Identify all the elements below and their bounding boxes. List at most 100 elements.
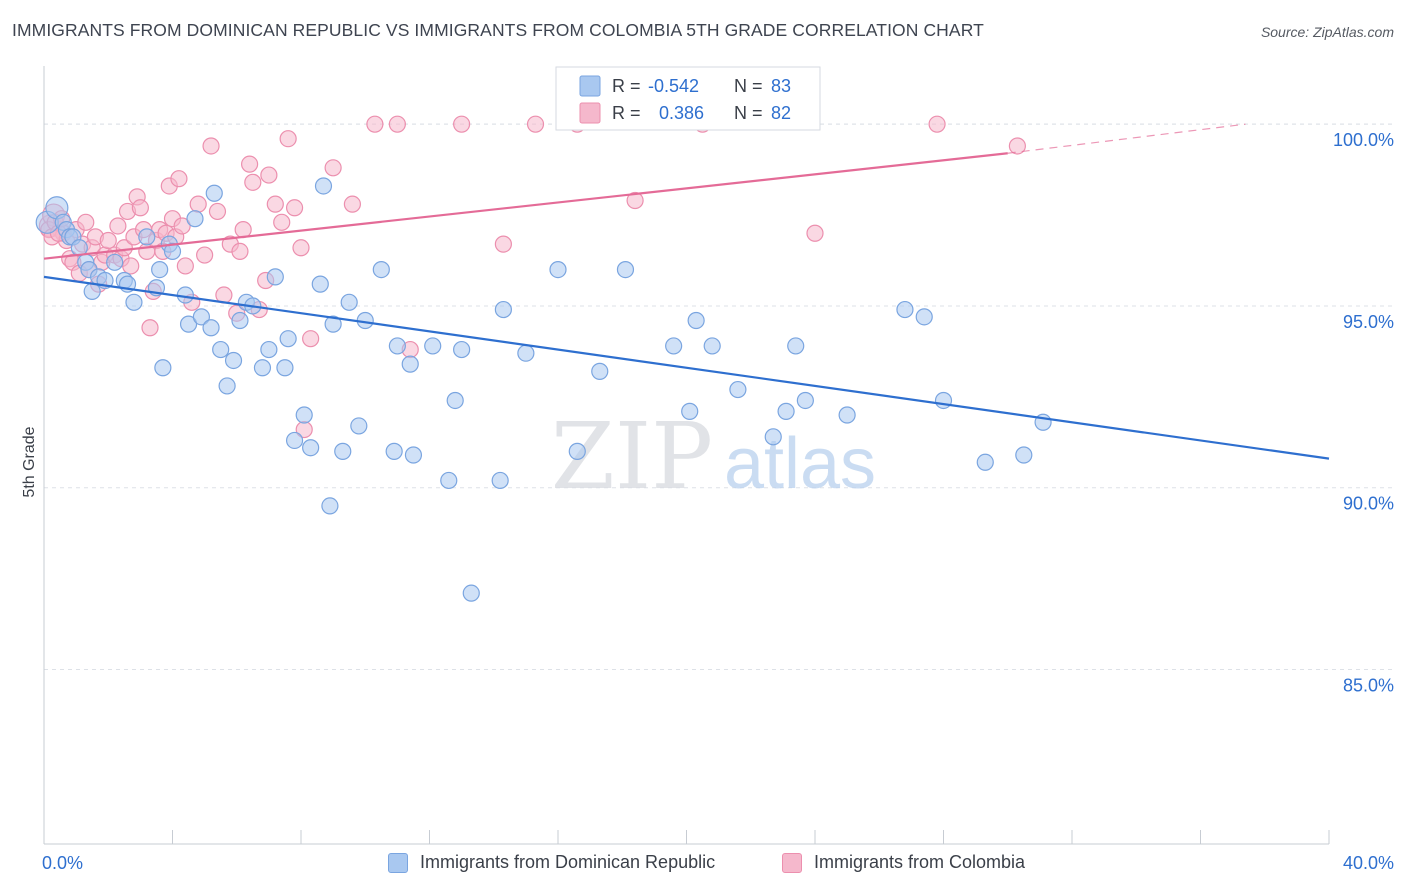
point-dominican <box>350 417 368 435</box>
point-colombia <box>453 115 471 133</box>
point-dominican <box>260 340 278 359</box>
legend-item-colombia[interactable]: Immigrants from Colombia <box>782 852 1025 873</box>
point-dominican <box>549 260 567 279</box>
point-dominican <box>279 330 297 348</box>
point-colombia <box>173 217 191 235</box>
point-colombia <box>285 199 304 217</box>
point-dominican <box>311 275 329 293</box>
point-dominican <box>453 340 471 359</box>
point-dominican <box>218 377 236 395</box>
x-tick-label-max: 40.0% <box>1343 853 1394 873</box>
point-dominican <box>324 315 342 333</box>
legend-r-value-2: 0.386 <box>659 103 704 123</box>
point-dominican <box>125 293 143 311</box>
point-dominican <box>703 337 721 355</box>
point-dominican <box>687 311 705 330</box>
point-dominican <box>796 391 814 410</box>
point-colombia <box>806 224 824 242</box>
point-dominican <box>446 391 464 410</box>
y-tick-labels: 85.0% 90.0% 95.0% 100.0% <box>1333 130 1394 695</box>
point-colombia <box>241 155 259 173</box>
y-axis-title: 5th Grade <box>21 426 38 497</box>
legend-n-label-2: N = <box>734 103 763 123</box>
point-dominican <box>83 282 101 301</box>
point-dominican <box>163 242 182 261</box>
point-dominican <box>424 337 442 355</box>
point-dominican <box>462 584 480 602</box>
point-dominican <box>787 337 805 355</box>
point-dominican <box>212 340 230 359</box>
grid-layer <box>44 123 1394 670</box>
point-dominican <box>340 293 358 311</box>
point-dominican <box>186 210 204 228</box>
point-dominican <box>231 311 249 330</box>
point-dominican <box>838 406 856 424</box>
point-dominican <box>494 300 512 319</box>
point-colombia <box>170 170 188 188</box>
point-colombia <box>231 242 249 261</box>
point-colombia <box>324 159 342 177</box>
point-colombia <box>244 173 262 191</box>
point-dominican <box>334 442 352 460</box>
point-dominican <box>253 359 272 377</box>
legend-item-dominican[interactable]: Immigrants from Dominican Republic <box>388 852 715 873</box>
point-dominican <box>491 471 509 490</box>
point-dominican <box>285 431 304 450</box>
point-colombia <box>366 115 384 133</box>
point-colombia <box>99 231 117 250</box>
y-tick-label: 100.0% <box>1333 130 1394 150</box>
watermark-atlas: atlas <box>724 424 876 504</box>
series-legend: Immigrants from Dominican Republic Immig… <box>0 852 1406 878</box>
trendline-colombia-extension <box>1007 123 1246 154</box>
point-dominican <box>401 355 419 373</box>
point-dominican <box>388 337 406 355</box>
point-dominican <box>202 319 220 337</box>
point-dominican <box>777 402 795 420</box>
legend-n-value-2: 82 <box>771 103 791 123</box>
points-layer <box>35 115 1052 602</box>
point-dominican <box>205 184 223 202</box>
point-dominican <box>151 260 169 279</box>
legend-swatch-blue <box>579 75 601 97</box>
point-colombia <box>302 330 320 348</box>
point-colombia <box>189 195 207 213</box>
point-dominican <box>372 260 390 279</box>
point-colombia <box>494 235 512 253</box>
x-tick-label-min: 0.0% <box>42 853 83 873</box>
y-tick-label: 95.0% <box>1343 312 1394 332</box>
point-colombia <box>176 257 194 275</box>
point-colombia <box>266 195 284 213</box>
point-colombia <box>279 130 297 148</box>
point-dominican <box>591 362 609 380</box>
point-colombia <box>131 199 149 217</box>
point-dominican <box>896 300 914 319</box>
point-dominican <box>764 428 782 446</box>
point-dominican <box>517 344 535 362</box>
axis-layer <box>43 66 1330 845</box>
point-dominican <box>314 177 333 195</box>
point-colombia <box>1008 137 1026 155</box>
point-colombia <box>109 217 127 235</box>
chart-title: IMMIGRANTS FROM DOMINICAN REPUBLIC VS IM… <box>12 20 984 40</box>
point-dominican <box>934 391 953 410</box>
point-dominican <box>224 351 243 370</box>
legend-label-dominican: Immigrants from Dominican Republic <box>420 852 716 872</box>
y-tick-label: 90.0% <box>1343 494 1394 514</box>
point-colombia <box>273 213 291 231</box>
legend-r-label-2: R = <box>612 103 641 123</box>
point-colombia <box>115 239 133 257</box>
legend-label-colombia: Immigrants from Colombia <box>814 852 1026 872</box>
legend-r-value-1: -0.542 <box>648 76 699 96</box>
legend-r-label-1: R = <box>612 76 641 96</box>
point-colombia <box>626 191 644 210</box>
point-dominican <box>976 453 994 471</box>
point-colombia <box>141 319 159 337</box>
point-dominican <box>440 471 458 490</box>
point-dominican <box>106 253 124 271</box>
trendline-colombia <box>43 152 1008 260</box>
point-colombia <box>343 195 361 213</box>
point-colombia <box>260 166 278 184</box>
legend-n-label-1: N = <box>734 76 763 96</box>
trendline-dominican <box>43 275 1330 460</box>
